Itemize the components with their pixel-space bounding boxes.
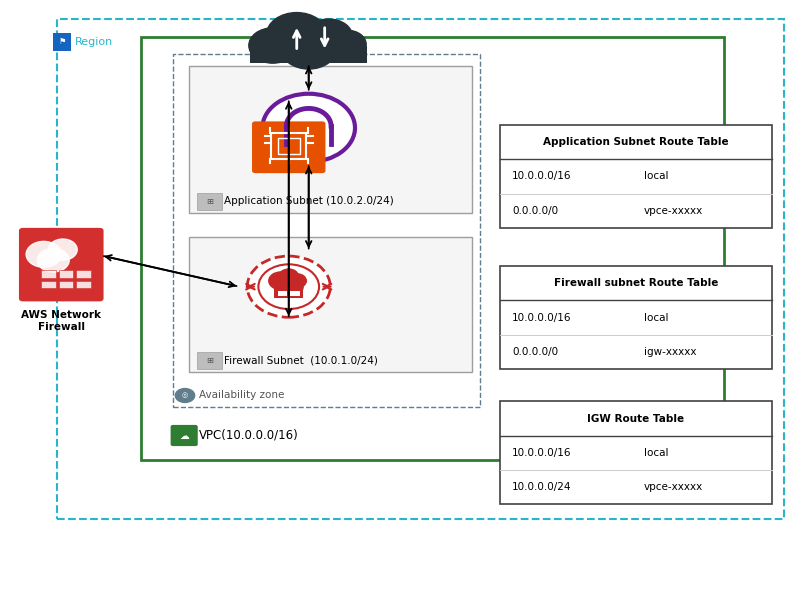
Text: 0.0.0.0/0: 0.0.0.0/0 <box>513 347 558 357</box>
Bar <box>501 125 771 228</box>
Text: local: local <box>644 171 669 181</box>
Circle shape <box>38 248 69 272</box>
Circle shape <box>304 19 352 54</box>
Text: 10.0.0.0/16: 10.0.0.0/16 <box>513 448 572 458</box>
Circle shape <box>49 239 77 260</box>
Text: 10.0.0.0/16: 10.0.0.0/16 <box>513 313 572 323</box>
Circle shape <box>281 28 336 69</box>
FancyBboxPatch shape <box>197 352 222 369</box>
Circle shape <box>249 28 296 63</box>
Text: 0.0.0.0/0: 0.0.0.0/0 <box>513 206 558 216</box>
Bar <box>42 270 55 278</box>
Circle shape <box>275 276 303 297</box>
Text: ⊞: ⊞ <box>206 356 213 365</box>
Circle shape <box>280 269 298 283</box>
Text: Application Subnet (10.0.2.0/24): Application Subnet (10.0.2.0/24) <box>224 196 394 206</box>
Circle shape <box>26 241 61 267</box>
Bar <box>278 138 300 154</box>
Bar <box>76 281 91 288</box>
Bar <box>54 33 70 51</box>
Circle shape <box>328 30 366 59</box>
Bar <box>42 281 55 288</box>
Bar <box>189 66 473 213</box>
Text: 10.0.0.0/16: 10.0.0.0/16 <box>513 171 572 181</box>
Bar <box>272 133 306 159</box>
FancyBboxPatch shape <box>252 121 325 173</box>
Circle shape <box>287 274 306 288</box>
Text: ◎: ◎ <box>182 392 188 398</box>
Text: Firewall Subnet  (10.0.1.0/24): Firewall Subnet (10.0.1.0/24) <box>224 355 378 365</box>
Text: Firewall subnet Route Table: Firewall subnet Route Table <box>553 278 718 288</box>
Circle shape <box>175 388 195 403</box>
Bar <box>141 37 724 460</box>
Text: Region: Region <box>74 37 113 47</box>
Text: ⊞: ⊞ <box>206 197 213 206</box>
Text: Application Subnet Route Table: Application Subnet Route Table <box>543 137 729 147</box>
FancyBboxPatch shape <box>197 193 222 210</box>
Text: AWS Network
Firewall: AWS Network Firewall <box>22 310 101 332</box>
Bar <box>58 281 73 288</box>
Bar <box>189 236 473 372</box>
Text: IGW Route Table: IGW Route Table <box>587 414 685 424</box>
Text: ⚑: ⚑ <box>58 37 66 47</box>
Bar <box>290 291 300 296</box>
Bar <box>501 401 771 504</box>
Text: local: local <box>644 448 669 458</box>
Text: 10.0.0.0/24: 10.0.0.0/24 <box>513 482 572 492</box>
Text: VPC(10.0.0.0/16): VPC(10.0.0.0/16) <box>199 429 299 442</box>
Circle shape <box>267 12 327 57</box>
FancyBboxPatch shape <box>171 425 198 446</box>
Bar <box>76 270 91 278</box>
Circle shape <box>263 94 355 162</box>
Bar <box>275 287 303 298</box>
Text: vpce-xxxxx: vpce-xxxxx <box>644 482 703 492</box>
Bar <box>501 266 771 369</box>
Text: vpce-xxxxx: vpce-xxxxx <box>644 206 703 216</box>
Text: ☁: ☁ <box>179 430 189 440</box>
Text: Availability zone: Availability zone <box>199 391 284 401</box>
Bar <box>278 291 287 296</box>
Circle shape <box>269 272 292 290</box>
Bar <box>173 54 481 407</box>
Text: local: local <box>644 313 669 323</box>
Text: igw-xxxxx: igw-xxxxx <box>644 347 697 357</box>
FancyBboxPatch shape <box>19 228 103 301</box>
Bar <box>58 270 73 278</box>
Bar <box>57 19 783 519</box>
Circle shape <box>248 256 330 317</box>
Bar <box>251 46 367 63</box>
